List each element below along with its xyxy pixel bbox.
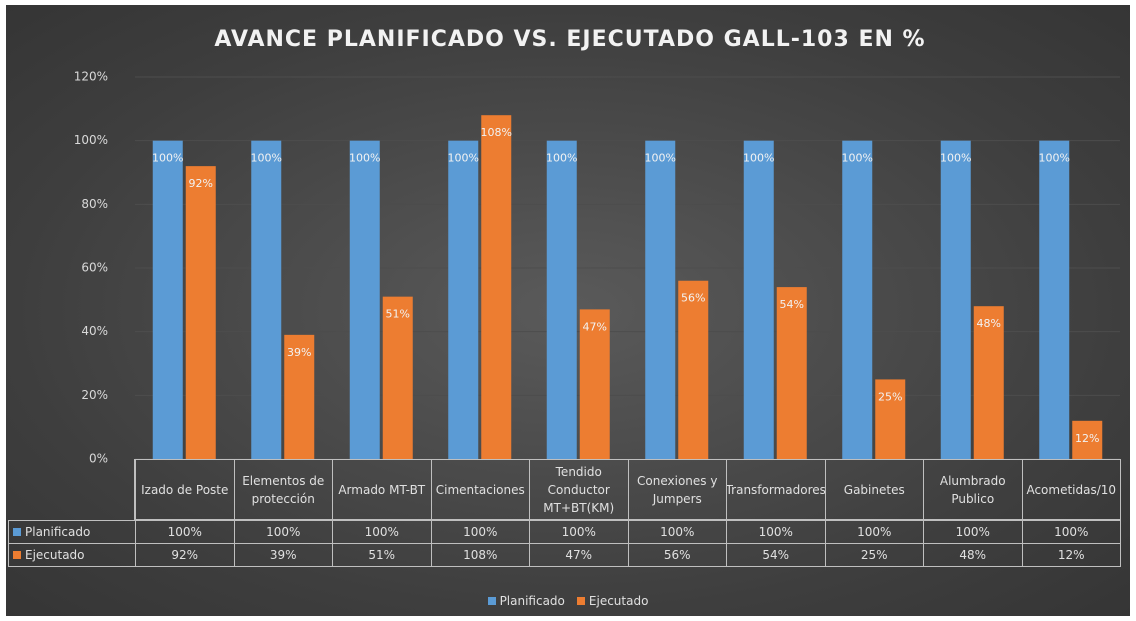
data-label: 56% (681, 292, 705, 305)
y-tick-label: 40% (81, 324, 108, 338)
legend-item: Planificado (487, 594, 565, 608)
data-label: 100% (645, 152, 676, 165)
data-label: 100% (842, 152, 873, 165)
table-value: 48% (923, 543, 1023, 567)
bar (645, 140, 676, 459)
data-label: 108% (481, 126, 512, 139)
bar (448, 140, 479, 459)
bar (743, 140, 774, 459)
table-value: 39% (233, 543, 333, 567)
bar (481, 115, 512, 459)
bar (579, 309, 610, 459)
category-label: Gabinetes (824, 459, 924, 520)
table-value: 12% (1021, 543, 1121, 567)
category-label: Elementos de protección (233, 459, 333, 520)
category-label: Alumbrado Publico (923, 459, 1023, 520)
bar (973, 306, 1004, 459)
table-value: 100% (923, 520, 1023, 544)
data-label: 51% (386, 308, 410, 321)
data-label: 39% (287, 346, 311, 359)
data-label: 100% (349, 152, 380, 165)
category-label: Izado de Poste (135, 459, 235, 520)
y-tick-label: 100% (74, 133, 108, 147)
category-label: Acometidas/10 (1021, 459, 1121, 520)
table-value: 100% (726, 520, 826, 544)
table-row-header: Ejecutado (8, 543, 136, 567)
bar (382, 296, 413, 459)
bar (1072, 420, 1103, 459)
table-value: 92% (135, 543, 235, 567)
data-label: 100% (251, 152, 282, 165)
table-value: 47% (529, 543, 629, 567)
table-value: 100% (135, 520, 235, 544)
table-row-header: Planificado (8, 520, 136, 544)
row-label: Ejecutado (25, 548, 85, 562)
y-tick-label: 20% (81, 388, 108, 402)
table-value: 25% (824, 543, 924, 567)
bar (349, 140, 380, 459)
legend-key (576, 597, 585, 605)
data-label: 100% (152, 152, 183, 165)
table-value: 100% (1021, 520, 1121, 544)
table-value: 100% (233, 520, 333, 544)
row-label: Planificado (25, 525, 91, 539)
legend-key (487, 597, 496, 605)
category-label: Tendido Conductor MT+BT(KM) (529, 459, 629, 520)
data-label: 100% (546, 152, 577, 165)
bar (678, 280, 709, 459)
table-value: 51% (332, 543, 432, 567)
category-label: Armado MT-BT (332, 459, 432, 520)
legend-key (13, 551, 21, 559)
legend-label: Ejecutado (588, 594, 649, 608)
bar (776, 287, 807, 459)
table-value: 108% (430, 543, 530, 567)
legend-key (13, 528, 21, 536)
data-label: 48% (977, 317, 1001, 330)
legend-label: Planificado (499, 594, 565, 608)
y-tick-label: 80% (81, 197, 108, 211)
bar (875, 379, 906, 459)
y-tick-label: 0% (89, 452, 108, 466)
bar (152, 140, 183, 459)
table-value: 100% (332, 520, 432, 544)
data-label: 12% (1075, 432, 1099, 445)
category-label: Cimentaciones (430, 459, 530, 520)
data-label: 25% (878, 390, 902, 403)
category-label: Transformadores (726, 459, 826, 520)
data-label: 100% (448, 152, 479, 165)
table-value: 100% (627, 520, 727, 544)
data-label: 100% (940, 152, 971, 165)
bar (251, 140, 282, 459)
table-corner (8, 459, 135, 520)
bar (185, 166, 216, 459)
legend-item: Ejecutado (576, 594, 649, 608)
bar (842, 140, 873, 459)
bar (1039, 140, 1070, 459)
table-value: 56% (627, 543, 727, 567)
legend: Planificado Ejecutado (0, 594, 1136, 608)
data-label: 92% (189, 177, 213, 190)
table-value: 100% (529, 520, 629, 544)
data-label: 100% (1039, 152, 1070, 165)
chart-title: AVANCE PLANIFICADO VS. EJECUTADO GALL-10… (214, 27, 925, 52)
table-value: 54% (726, 543, 826, 567)
category-label: Conexiones y Jumpers (627, 459, 727, 520)
table-value: 100% (824, 520, 924, 544)
data-label: 100% (743, 152, 774, 165)
data-label: 47% (583, 320, 607, 333)
table-value: 100% (430, 520, 530, 544)
y-tick-label: 120% (74, 70, 108, 84)
bar (546, 140, 577, 459)
bar (940, 140, 971, 459)
y-tick-label: 60% (81, 261, 108, 275)
data-label: 54% (780, 298, 804, 311)
bar (284, 334, 315, 459)
